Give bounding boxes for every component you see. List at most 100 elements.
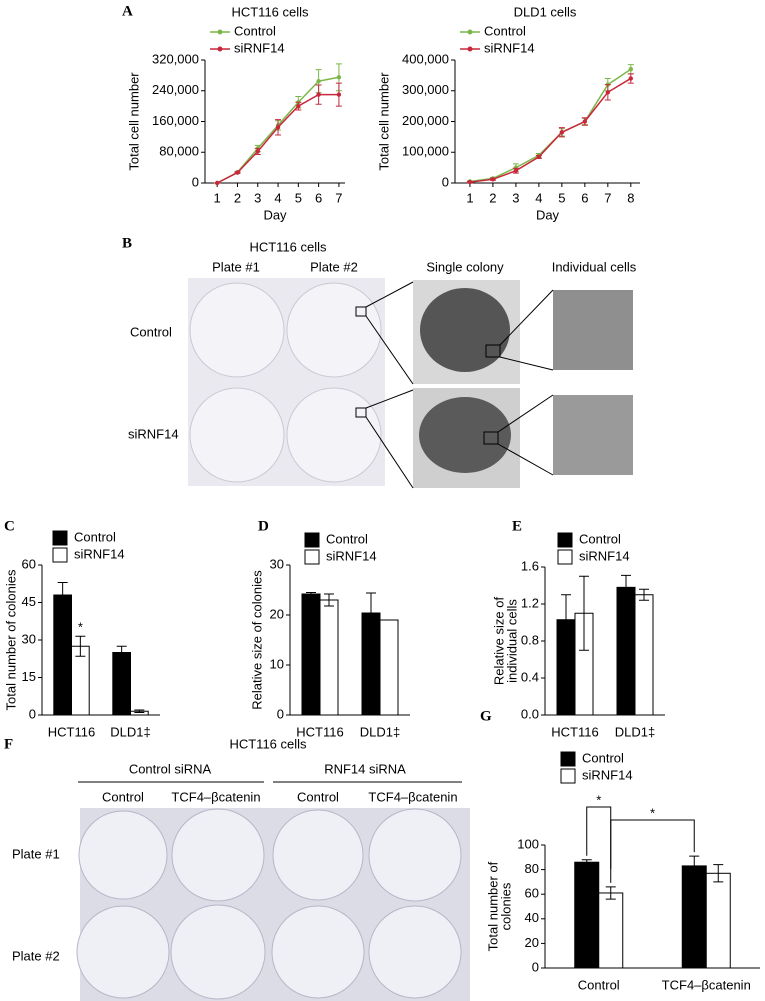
cells-photo	[497, 289, 633, 476]
x-tick-label: 3	[254, 190, 261, 205]
legend-swatch	[304, 549, 320, 565]
x-tick-label: DLD1‡	[615, 724, 655, 739]
y-tick-label: 200,000	[402, 113, 449, 128]
error-bar	[324, 593, 334, 607]
error-bar	[134, 709, 145, 713]
y-tick-label: 0	[192, 174, 199, 189]
point	[275, 125, 281, 130]
error-bar	[713, 864, 724, 883]
legend-label: Control	[579, 531, 621, 546]
x-tick-label: 4	[535, 190, 542, 205]
bracket	[610, 819, 695, 869]
point	[336, 92, 342, 97]
legend-label: siRNF14	[326, 548, 377, 563]
y-tick-label: 80	[525, 861, 539, 876]
row-label: siRNF14	[128, 426, 179, 441]
x-tick-label: HCT116	[48, 724, 95, 739]
panel-label: A	[122, 3, 133, 19]
y-tick-label: 60	[525, 886, 539, 901]
x-tick-label: 2	[234, 190, 241, 205]
point	[235, 170, 240, 175]
column-label: TCF4–βcatenin	[368, 789, 457, 804]
x-tick-label: HCT116	[296, 724, 343, 739]
legend-label: Control	[484, 23, 526, 38]
column-label: Plate #1	[212, 259, 260, 274]
y-tick-label: 0.8	[521, 632, 539, 647]
point	[628, 67, 634, 72]
y-tick-label: 1.2	[521, 595, 539, 610]
x-tick-label: 6	[581, 190, 588, 205]
legend-swatch	[217, 29, 223, 35]
y-tick-label: 240,000	[152, 82, 199, 97]
bar	[634, 594, 654, 716]
y-tick-label: 100,000	[402, 144, 449, 159]
panel-label: E	[512, 518, 522, 534]
panel-label: D	[258, 518, 269, 534]
point	[513, 168, 519, 173]
x-tick-label: 7	[604, 190, 611, 205]
point	[628, 76, 634, 81]
point	[467, 179, 473, 185]
series-line	[469, 77, 632, 183]
error-bar	[579, 575, 589, 651]
bar	[301, 593, 321, 716]
panel-label: G	[480, 708, 492, 724]
y-tick-label: 30	[270, 556, 284, 571]
bar	[598, 892, 624, 969]
legend-swatch	[52, 530, 68, 546]
legend-label: siRNF14	[484, 40, 535, 55]
y-tick-label: 45	[22, 594, 36, 609]
x-tick-label: TCF4–βcatenin	[662, 977, 751, 992]
x-tick-label: 7	[335, 190, 342, 205]
legend-label: siRNF14	[579, 548, 630, 563]
bar	[319, 599, 339, 716]
legend-swatch	[560, 751, 576, 767]
y-axis-label: colonies	[498, 882, 513, 930]
point	[605, 90, 611, 95]
legend-swatch	[217, 46, 223, 52]
y-tick-label: 30	[22, 631, 36, 646]
error-bar	[639, 588, 649, 601]
y-axis-label: Relative size of	[491, 597, 506, 686]
y-tick-label: 20	[270, 606, 284, 621]
column-label: Individual cells	[552, 259, 637, 274]
row-label: Plate #1	[12, 846, 60, 861]
y-axis-label: Relative size of colonies	[249, 570, 264, 710]
bar	[616, 586, 636, 716]
panel-label: C	[4, 518, 15, 534]
y-axis-label: Total cell number	[376, 72, 391, 171]
legend-label: siRNF14	[234, 40, 285, 55]
x-tick-label: 4	[274, 190, 281, 205]
y-tick-label: 300,000	[402, 82, 449, 97]
point	[316, 92, 321, 97]
photo-title: HCT116 cells	[229, 736, 307, 751]
x-tick-label: HCT116	[551, 724, 598, 739]
annotation: *	[78, 620, 83, 635]
y-tick-label: 60	[22, 556, 36, 571]
column-label: TCF4–βcatenin	[171, 789, 260, 804]
error-bar	[116, 645, 127, 660]
legend-swatch	[304, 532, 320, 548]
y-tick-label: 160,000	[152, 113, 199, 128]
bar	[681, 865, 707, 969]
y-tick-label: 0	[532, 959, 539, 974]
x-tick-label: 6	[315, 190, 322, 205]
plate-photo	[188, 278, 385, 486]
colony-photo	[365, 280, 520, 489]
column-label: Control	[102, 789, 144, 804]
x-tick-label: DLD1‡	[360, 724, 400, 739]
x-tick-label: 8	[627, 190, 634, 205]
y-tick-label: 40	[525, 910, 539, 925]
column-label: Single colony	[426, 259, 504, 274]
legend-label: Control	[234, 23, 276, 38]
legend-swatch	[557, 549, 573, 565]
column-label: Control	[297, 789, 339, 804]
x-tick-label: 5	[558, 190, 565, 205]
y-axis-label: Total number of	[485, 861, 500, 951]
legend-swatch	[52, 547, 68, 563]
y-axis-label: Total number of colonies	[3, 569, 18, 710]
bar	[112, 652, 132, 716]
error-bar	[366, 592, 376, 634]
legend-label: Control	[582, 750, 624, 765]
